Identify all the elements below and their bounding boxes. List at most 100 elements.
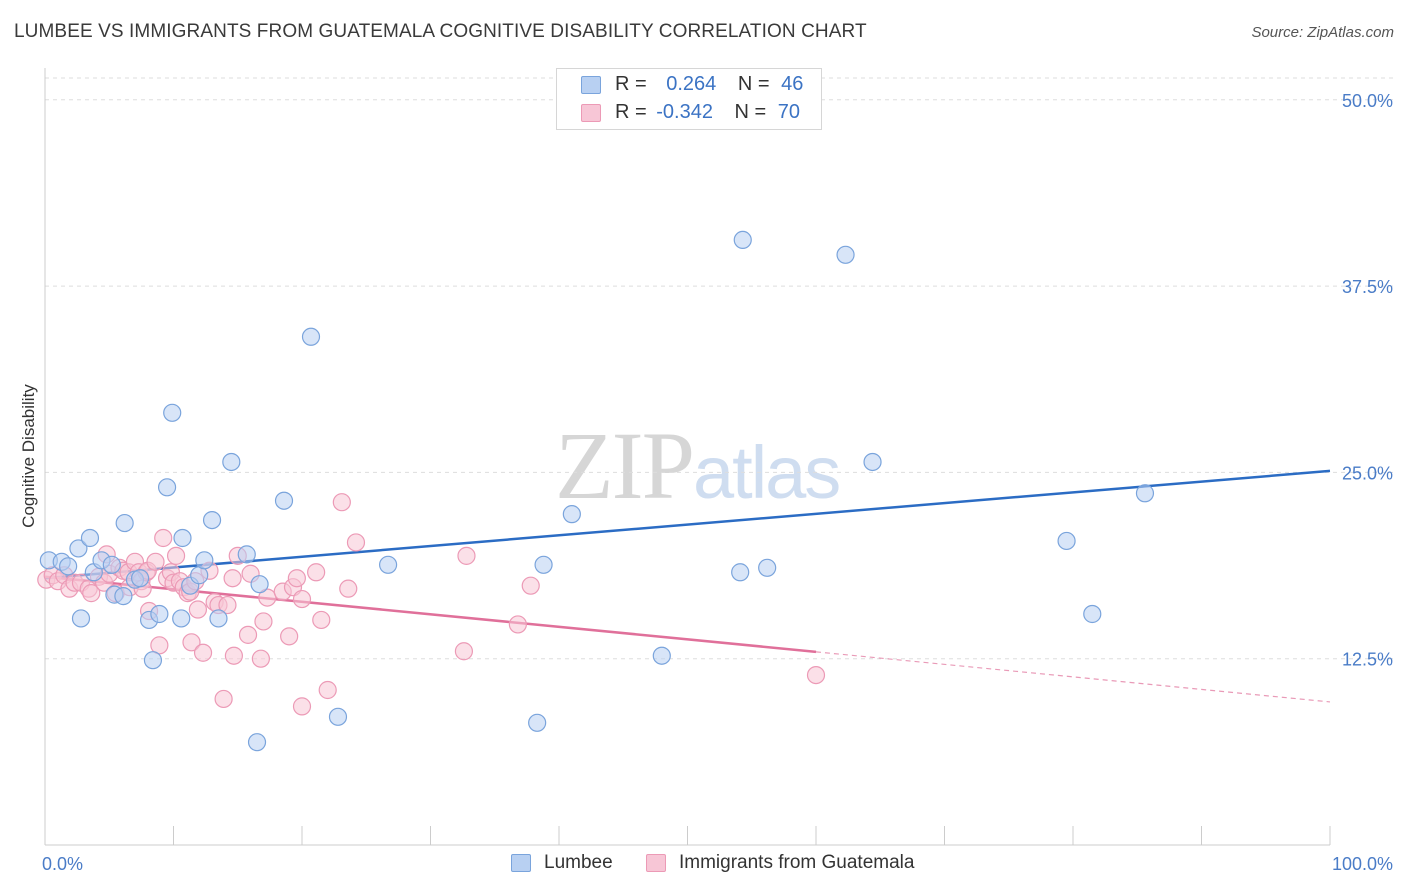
y-tick-label-2: 37.5% xyxy=(1342,277,1393,297)
lumbee-point xyxy=(173,528,192,548)
guatemala-point xyxy=(188,600,208,619)
guatemala-point xyxy=(182,633,201,652)
guatemala-point xyxy=(218,595,237,615)
trend-lines xyxy=(44,469,1331,703)
lumbee-point xyxy=(195,551,214,570)
watermark-zip: ZIP xyxy=(555,412,695,519)
lumbee-point xyxy=(163,403,182,422)
lumbee-point xyxy=(301,327,321,346)
guatemala-point xyxy=(292,697,312,716)
lumbee-point xyxy=(80,528,100,548)
guatemala-point xyxy=(280,627,299,646)
lumbee-point xyxy=(652,646,671,665)
guatemala-point xyxy=(193,643,213,662)
lumbee-point xyxy=(528,713,547,732)
lumbee-point xyxy=(1057,531,1076,551)
guatemala-point xyxy=(223,569,242,588)
lumbee-point xyxy=(69,539,88,558)
lumbee-point xyxy=(115,513,134,533)
guatemala-point xyxy=(318,680,337,700)
x-tick-label-0: 0.0% xyxy=(42,854,83,874)
trend-line-0 xyxy=(44,469,1331,580)
lumbee-point xyxy=(534,555,553,574)
y-tick-label-3: 50.0% xyxy=(1342,91,1393,111)
guatemala-point xyxy=(339,579,358,598)
guatemala-point xyxy=(346,533,366,552)
y-tick-label-0: 12.5% xyxy=(1342,650,1393,670)
lumbee-point xyxy=(863,452,882,472)
guatemala-point xyxy=(254,612,273,631)
lumbee-point xyxy=(172,609,191,628)
guatemala-point xyxy=(521,576,540,595)
lumbee-point xyxy=(59,557,78,576)
guatemala-point xyxy=(307,563,326,582)
guatemala-point xyxy=(292,589,312,609)
legend-lumbee-swatch xyxy=(511,854,531,872)
lumbee-point xyxy=(328,707,348,726)
guatemala-point xyxy=(287,569,306,588)
lumbee-point xyxy=(378,555,398,574)
lumbee-point xyxy=(237,545,256,564)
lumbee-n-value: 46 xyxy=(781,73,804,95)
lumbee-point xyxy=(733,230,752,250)
guatemala-point xyxy=(457,546,476,565)
lumbee-point xyxy=(114,587,133,606)
lumbee-r-label: R = xyxy=(615,73,647,95)
lumbee-points xyxy=(39,230,1155,752)
lumbee-point xyxy=(202,510,222,530)
lumbee-point xyxy=(143,651,163,670)
lumbee-point xyxy=(71,609,91,628)
x-tick-label-1: 100.0% xyxy=(1332,854,1393,874)
guatemala-point xyxy=(146,552,165,571)
guatemala-point xyxy=(332,493,351,512)
guatemala-r-value: -0.342 xyxy=(656,101,713,123)
guatemala-point xyxy=(454,642,474,661)
guatemala-point xyxy=(166,546,186,565)
guatemala-r-label: R = xyxy=(615,101,647,123)
lumbee-point xyxy=(1135,484,1155,503)
guatemala-n-label: N = xyxy=(734,101,767,123)
legend-lumbee-label: Lumbee xyxy=(544,852,613,873)
lumbee-point xyxy=(836,245,855,264)
lumbee-point xyxy=(247,733,267,752)
lumbee-point xyxy=(758,558,777,577)
stats-legend: R = 0.264 N = 46 R = -0.342 N = 70 xyxy=(556,68,822,130)
lumbee-point xyxy=(150,604,169,624)
guatemala-point xyxy=(82,584,101,603)
lumbee-point xyxy=(250,575,269,594)
guatemala-point xyxy=(508,615,527,634)
legend-guatemala-swatch xyxy=(646,854,666,872)
lumbee-swatch xyxy=(581,76,601,94)
y-axis-label: Cognitive Disability xyxy=(19,384,38,528)
guatemala-points xyxy=(37,493,826,716)
lumbee-point xyxy=(562,505,581,524)
guatemala-swatch xyxy=(581,104,601,122)
series-legend: Lumbee Immigrants from Guatemala xyxy=(0,852,1406,878)
guatemala-point xyxy=(251,649,270,668)
lumbee-point xyxy=(209,609,228,628)
chart-title: LUMBEE VS IMMIGRANTS FROM GUATEMALA COGN… xyxy=(14,21,867,42)
guatemala-point xyxy=(238,625,258,644)
lumbee-r-value: 0.264 xyxy=(666,73,717,95)
guatemala-point xyxy=(224,646,243,665)
y-tick-label-1: 25.0% xyxy=(1342,463,1393,483)
guatemala-point xyxy=(312,610,331,630)
legend-guatemala-label: Immigrants from Guatemala xyxy=(679,852,915,873)
tick-labels: 12.5% 25.0% 37.5% 50.0% 0.0% 100.0% xyxy=(42,91,1393,874)
lumbee-point xyxy=(222,452,241,472)
guatemala-point xyxy=(258,588,277,607)
lumbee-point xyxy=(731,563,750,582)
guatemala-point xyxy=(154,528,173,548)
axes xyxy=(44,68,1331,846)
guatemala-point xyxy=(214,689,233,709)
lumbee-point xyxy=(157,478,177,497)
source-label: Source: ZipAtlas.com xyxy=(1251,24,1394,41)
trend-line-dashed-1 xyxy=(815,651,1331,703)
guatemala-n-value: 70 xyxy=(777,101,801,123)
lumbee-point xyxy=(1083,604,1102,624)
lumbee-point xyxy=(274,491,294,510)
lumbee-point xyxy=(130,569,150,588)
guatemala-point xyxy=(806,665,826,685)
lumbee-point xyxy=(102,555,121,574)
